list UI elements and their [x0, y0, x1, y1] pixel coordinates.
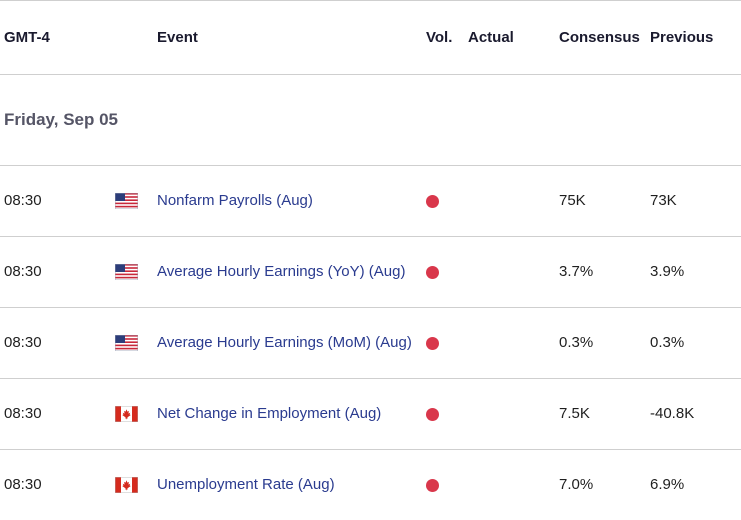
actual-header: Actual — [468, 29, 514, 46]
high-volatility-dot-icon — [426, 266, 439, 279]
event-name[interactable]: Nonfarm Payrolls (Aug) — [157, 192, 313, 209]
event-row[interactable]: 08:30 Average Hourly Earnings (YoY) (Aug… — [0, 237, 741, 308]
event-name[interactable]: Net Change in Employment (Aug) — [157, 405, 382, 422]
event-time: 08:30 — [4, 334, 42, 351]
event-time: 08:30 — [4, 476, 42, 493]
event-time: 08:30 — [4, 192, 42, 209]
event-row[interactable]: 08:30 Average Hourly Earnings (MoM) (Aug… — [0, 308, 741, 379]
event-time: 08:30 — [4, 263, 42, 280]
event-previous: 3.9% — [650, 263, 685, 280]
high-volatility-dot-icon — [426, 337, 439, 350]
event-row[interactable]: 08:30 Nonfarm Payrolls (Aug) 75K 73K — [0, 166, 741, 237]
day-label: Friday, Sep 05 — [4, 110, 119, 129]
event-name[interactable]: Average Hourly Earnings (YoY) (Aug) — [157, 263, 406, 280]
event-consensus: 7.0% — [559, 476, 594, 493]
canada-flag-icon — [114, 405, 139, 423]
us-flag-icon — [114, 263, 139, 281]
high-volatility-dot-icon — [426, 195, 439, 208]
day-group-header: Friday, Sep 05 — [0, 75, 741, 166]
event-consensus: 7.5K — [559, 405, 590, 422]
event-consensus: 75K — [559, 192, 586, 209]
canada-flag-icon — [114, 476, 139, 494]
event-rows: 08:30 Nonfarm Payrolls (Aug) 75K 73K 08:… — [0, 166, 741, 520]
vol-header: Vol. — [426, 29, 453, 46]
event-name[interactable]: Unemployment Rate (Aug) — [157, 476, 335, 493]
us-flag-icon — [114, 192, 139, 210]
event-previous: 73K — [650, 192, 677, 209]
event-row[interactable]: 08:30 Net Change in Employment (Aug) 7.5… — [0, 379, 741, 450]
previous-header: Previous — [650, 29, 714, 46]
high-volatility-dot-icon — [426, 408, 439, 421]
us-flag-icon — [114, 334, 139, 352]
event-consensus: 0.3% — [559, 334, 594, 351]
event-previous: -40.8K — [650, 405, 695, 422]
event-name[interactable]: Average Hourly Earnings (MoM) (Aug) — [157, 334, 412, 351]
event-consensus: 3.7% — [559, 263, 594, 280]
consensus-header: Consensus — [559, 29, 640, 46]
high-volatility-dot-icon — [426, 479, 439, 492]
timezone-header[interactable]: GMT-4 — [4, 29, 50, 46]
event-previous: 0.3% — [650, 334, 685, 351]
table-header: GMT-4 Event Vol. Actual Consensus Previo… — [0, 0, 741, 75]
event-previous: 6.9% — [650, 476, 685, 493]
event-time: 08:30 — [4, 405, 42, 422]
event-header: Event — [157, 29, 198, 46]
event-row[interactable]: 08:30 Unemployment Rate (Aug) 7.0% 6.9% — [0, 450, 741, 520]
